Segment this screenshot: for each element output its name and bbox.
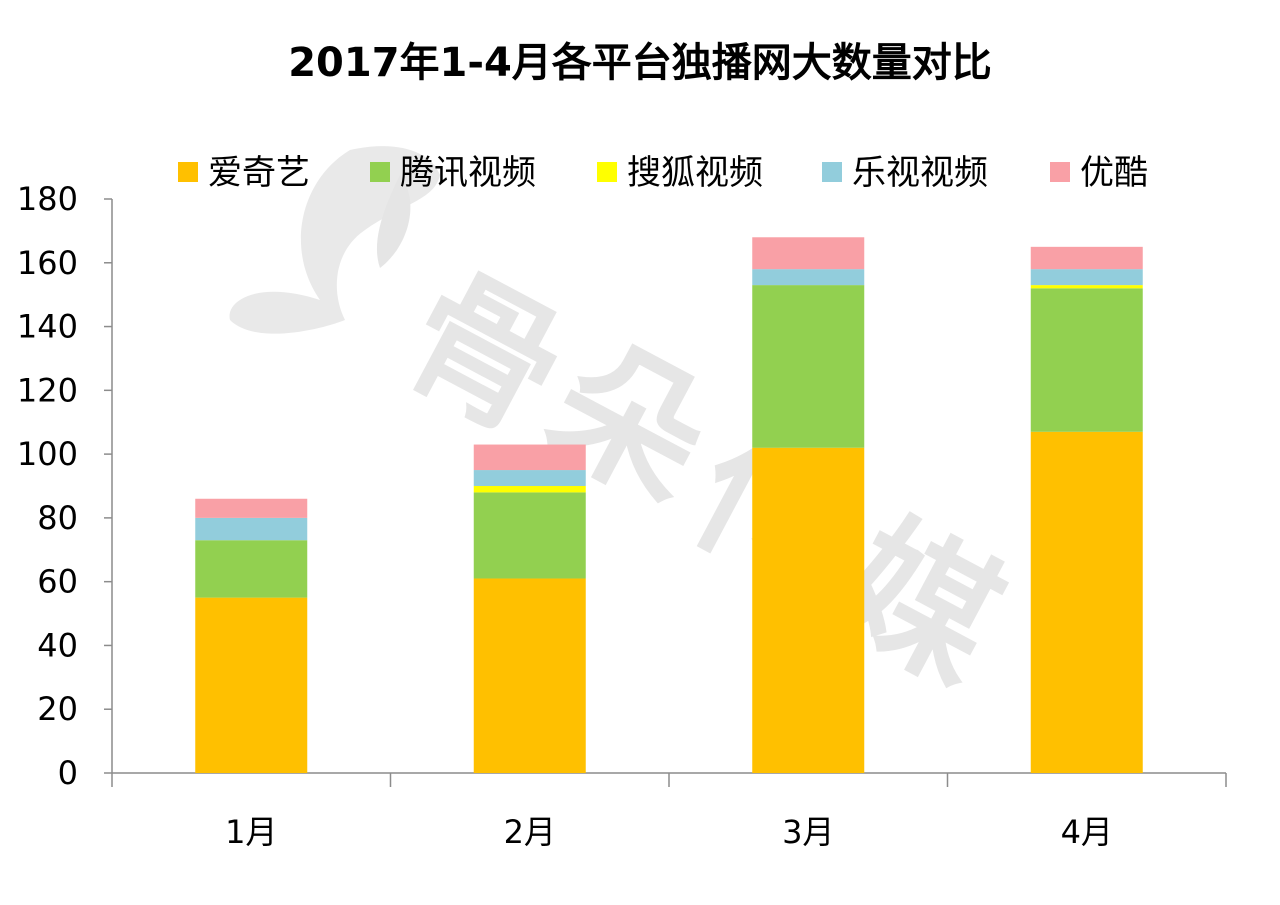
bar-series-1-cat-0 bbox=[195, 540, 308, 598]
legend-swatch-4 bbox=[1050, 162, 1070, 182]
bar-series-3-cat-0 bbox=[195, 517, 308, 541]
bar-series-4-cat-2 bbox=[752, 237, 865, 270]
legend-label-3: 乐视视频 bbox=[852, 153, 988, 193]
bar-series-3-cat-1 bbox=[473, 470, 586, 486]
legend-swatch-2 bbox=[597, 162, 617, 182]
bar-series-2-cat-3 bbox=[1030, 285, 1143, 289]
y-tick-label: 140 bbox=[17, 308, 78, 346]
y-tick-label: 0 bbox=[58, 754, 78, 792]
legend: 爱奇艺 腾讯视频 搜狐视频 乐视视频 优酷 bbox=[178, 153, 1148, 193]
bar-series-1-cat-2 bbox=[752, 285, 865, 448]
chart-title: 2017年1-4月各平台独播网大数量对比 bbox=[288, 40, 992, 86]
x-tick-label: 3月 bbox=[782, 813, 834, 851]
bar-series-0-cat-1 bbox=[473, 578, 586, 773]
watermark-logo: 骨 朵 传 媒 bbox=[229, 146, 1027, 716]
legend-swatch-3 bbox=[822, 162, 842, 182]
legend-label-0: 爱奇艺 bbox=[208, 153, 310, 193]
bar-series-4-cat-3 bbox=[1030, 246, 1143, 270]
bar-series-0-cat-0 bbox=[195, 597, 308, 773]
y-tick-label: 40 bbox=[37, 626, 78, 664]
legend-swatch-1 bbox=[370, 162, 390, 182]
y-tick-label: 20 bbox=[37, 690, 78, 728]
legend-label-2: 搜狐视频 bbox=[627, 153, 763, 193]
y-axis: 0 20 40 60 80 100 120 140 160 180 bbox=[17, 180, 113, 792]
bar-series-0-cat-3 bbox=[1030, 431, 1143, 773]
x-axis: 1月 2月 3月 4月 bbox=[111, 772, 1227, 851]
y-tick-label: 80 bbox=[37, 499, 78, 537]
y-tick-label: 60 bbox=[37, 563, 78, 601]
y-tick-label: 160 bbox=[17, 244, 78, 282]
bar-series-0-cat-2 bbox=[752, 447, 865, 773]
bar-series-3-cat-3 bbox=[1030, 269, 1143, 286]
legend-swatch-0 bbox=[178, 162, 198, 182]
bars bbox=[195, 237, 1143, 773]
y-tick-label: 180 bbox=[17, 180, 78, 218]
bar-series-3-cat-2 bbox=[752, 269, 865, 286]
legend-label-1: 腾讯视频 bbox=[400, 153, 536, 193]
y-tick-label: 100 bbox=[17, 435, 78, 473]
bar-series-1-cat-3 bbox=[1030, 288, 1143, 432]
legend-label-4: 优酷 bbox=[1080, 153, 1148, 193]
x-tick-label: 1月 bbox=[225, 813, 277, 851]
bar-series-4-cat-0 bbox=[195, 498, 308, 518]
y-tick-label: 120 bbox=[17, 371, 78, 409]
bar-series-2-cat-1 bbox=[473, 486, 586, 493]
bar-series-1-cat-1 bbox=[473, 492, 586, 579]
x-tick-label: 4月 bbox=[1061, 813, 1113, 851]
bar-series-4-cat-1 bbox=[473, 444, 586, 471]
x-tick-label: 2月 bbox=[504, 813, 556, 851]
